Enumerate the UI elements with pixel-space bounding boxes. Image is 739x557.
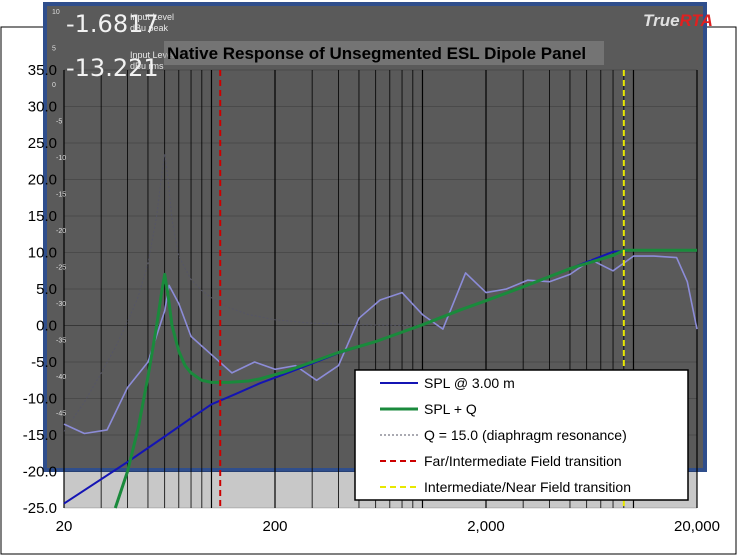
x-tick-label: 20,000: [674, 518, 720, 535]
rta-scale-tick: 10: [52, 9, 60, 16]
q-resonance-line: [63, 153, 423, 432]
legend-label: SPL + Q: [424, 401, 477, 417]
rta-measurement-line: [63, 255, 698, 435]
rta-scale-tick: -45: [56, 411, 66, 418]
x-tick-label: 20: [56, 518, 73, 535]
brand-suffix: RTA: [680, 11, 713, 30]
y-tick-label: 20.0: [28, 172, 57, 189]
y-tick-label: 25.0: [28, 135, 57, 152]
spl-plus-q-line: [113, 248, 697, 509]
y-tick-label: 15.0: [28, 208, 57, 225]
rta-peak-label-2: dBu peak: [130, 23, 169, 33]
rta-scale-tick: -35: [56, 338, 66, 345]
legend-upper-tint: [356, 371, 687, 469]
legend: SPL @ 3.00 m SPL + Q Q = 15.0 (diaphragm r…: [380, 375, 631, 495]
y-axis-ticks: 35.0 30.0 25.0 20.0 15.0 10.0 5.0 0.0 -5.0 -10.0 -…: [23, 62, 57, 517]
rta-scale-tick: -10: [56, 155, 66, 162]
rta-scale-tick: -30: [56, 301, 66, 308]
rta-rms-value: -13.221: [66, 54, 159, 82]
y-tick-label: -5.0: [31, 354, 57, 371]
x-tick-label: 200: [262, 518, 287, 535]
title-background: [164, 41, 604, 65]
y-tick-label: -15.0: [23, 427, 57, 444]
series-layer: [63, 153, 698, 509]
rta-scale-tick: 0: [52, 82, 56, 89]
rta-scale-tick: -15: [56, 192, 66, 199]
brand-logo: TrueRTA: [643, 11, 713, 30]
chart-title: Native Response of Unsegmented ESL Dipol…: [167, 44, 586, 63]
y-tick-label: 30.0: [28, 99, 57, 116]
rta-rms-label-1: Input Level: [130, 50, 174, 60]
y-tick-label: 0.0: [36, 318, 57, 335]
rta-peak-label-1: Input Level: [130, 12, 174, 22]
x-tick-label: 2,000: [467, 518, 505, 535]
rta-scale: 10 5 0 -5 -10 -15 -20 -25 -30 -35 -40 -45: [52, 9, 66, 418]
y-tick-label: 35.0: [28, 62, 57, 79]
rta-scale-tick: 5: [52, 46, 56, 53]
y-tick-label: 5.0: [36, 281, 57, 298]
x-axis-ticks: 20 200 2,000 20,000: [56, 518, 720, 535]
rta-scale-tick: -5: [56, 119, 62, 126]
legend-label: SPL @ 3.00 m: [424, 375, 515, 391]
brand-prefix: True: [643, 11, 680, 30]
rta-scale-tick: -25: [56, 265, 66, 272]
y-tick-label: 10.0: [28, 245, 57, 262]
legend-label: Intermediate/Near Field transition: [424, 479, 631, 495]
y-tick-label: -25.0: [23, 500, 57, 517]
y-tick-label: -20.0: [23, 464, 57, 481]
y-tick-label: -10.0: [23, 391, 57, 408]
rta-peak-value: -1.6817: [66, 10, 159, 38]
legend-label: Q = 15.0 (diaphragm resonance): [424, 427, 627, 443]
rta-scale-tick: -20: [56, 228, 66, 235]
legend-label: Far/Intermediate Field transition: [424, 453, 622, 469]
rta-scale-tick: -40: [56, 374, 66, 381]
rta-rms-label-2: dBu rms: [130, 61, 164, 71]
